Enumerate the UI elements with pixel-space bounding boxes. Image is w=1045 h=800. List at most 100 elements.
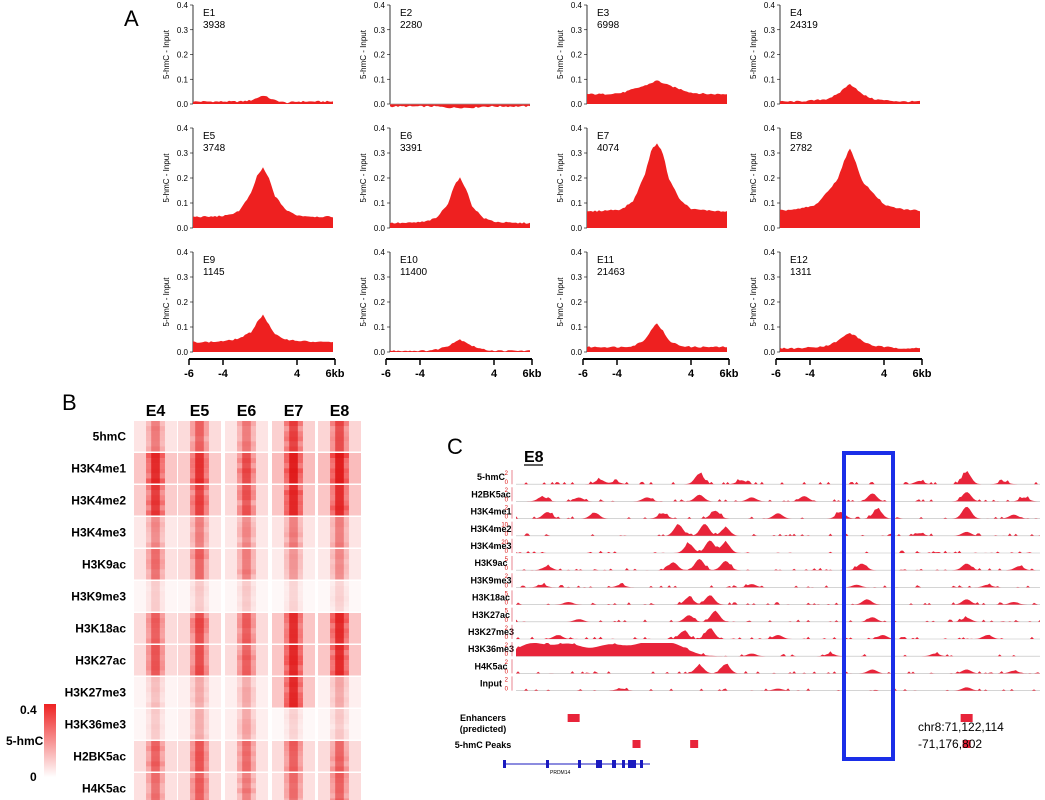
y-tick-label: 0.4	[764, 248, 776, 257]
gene-exon	[622, 760, 625, 768]
cell-stripe	[237, 677, 256, 683]
x-tick-label: -4	[805, 368, 816, 380]
y-tick-label: 0.4	[571, 248, 583, 257]
cell-stripe	[237, 591, 256, 597]
cell-stripe	[146, 798, 165, 800]
series-name: E5	[203, 131, 216, 142]
heatmap-cell	[318, 549, 361, 580]
heatmap-cell	[225, 421, 268, 452]
cell-center	[289, 421, 298, 452]
heatmap-cell	[178, 645, 221, 676]
cell-stripe	[237, 687, 256, 693]
heatmap-row-label: H3K36me3	[65, 717, 127, 731]
heatmap-cell	[134, 645, 177, 676]
heatmap-cell	[225, 485, 268, 516]
y-tick-label: 0.4	[177, 248, 189, 257]
heatmap-cell	[272, 613, 315, 644]
cell-stripe	[330, 702, 349, 708]
cell-stripe	[237, 645, 256, 651]
y-tick-label: 0.3	[764, 26, 776, 35]
y-tick-label: 0.1	[177, 199, 189, 208]
cell-background	[134, 421, 177, 452]
series-name: E9	[203, 255, 216, 266]
panel-label-a: A	[124, 6, 139, 31]
cell-background	[225, 549, 268, 580]
series-name: E11	[597, 255, 614, 266]
heatmap-cell	[272, 549, 315, 580]
cell-stripe	[146, 537, 165, 543]
enhancers-label-sub: (predicted)	[460, 724, 507, 734]
y-tick-label: 0.3	[374, 149, 386, 158]
y-tick-label: 0.4	[177, 124, 189, 133]
y-tick-label: 0.3	[374, 26, 386, 35]
cell-stripe	[330, 601, 349, 607]
y-tick-label: 0.0	[764, 224, 776, 233]
series-count: 2782	[790, 143, 813, 154]
cell-center	[195, 549, 204, 580]
track-scale-min: 0	[505, 618, 509, 624]
cell-stripe	[330, 682, 349, 688]
cell-stripe	[237, 569, 256, 575]
track-label: 5-hmC	[477, 472, 506, 482]
gene-exon	[628, 760, 636, 768]
cell-stripe	[190, 734, 209, 740]
cell-stripe	[146, 596, 165, 602]
cell-center	[195, 677, 204, 708]
cell-center	[289, 677, 298, 708]
cell-stripe	[284, 522, 303, 528]
cell-stripe	[190, 677, 209, 683]
y-tick-label: 0.4	[764, 1, 776, 10]
x-tick-label: 4	[688, 368, 695, 380]
series-area-e1	[193, 95, 333, 104]
cell-center	[195, 421, 204, 452]
cell-stripe	[190, 778, 209, 784]
cell-background	[134, 677, 177, 708]
heatmap-cell	[318, 677, 361, 708]
heatmap-row-label: H3K18ac	[75, 621, 126, 635]
cell-stripe	[146, 746, 165, 752]
track-scale-max: 5	[505, 591, 509, 597]
cell-center	[289, 453, 298, 484]
y-tick-label: 0.2	[571, 174, 583, 183]
y-tick-label: 0.0	[177, 100, 189, 109]
y-tick-label: 0.2	[374, 174, 386, 183]
track-scale-min: 0	[505, 669, 509, 675]
heatmap-column-label: E4	[146, 403, 166, 420]
track-signal	[516, 506, 1040, 519]
cell-stripe	[190, 682, 209, 688]
cell-background	[178, 517, 221, 548]
track-scale-min: 0	[505, 601, 509, 607]
heatmap-cell	[284, 709, 303, 740]
heatmap-column-label: E8	[330, 403, 350, 420]
y-axis-label: 5-hmC - Input	[749, 277, 758, 327]
cell-background	[272, 517, 315, 548]
heatmap-row-label: H3K27ac	[75, 653, 126, 667]
cell-stripe	[330, 788, 349, 794]
cell-stripe	[284, 746, 303, 752]
cell-background	[178, 581, 221, 612]
cell-stripe	[190, 709, 209, 715]
cell-center	[289, 549, 298, 580]
cell-stripe	[237, 537, 256, 543]
cell-stripe	[330, 517, 349, 523]
track-scale-max: 5	[505, 609, 509, 615]
cell-background	[178, 709, 221, 740]
series-count: 11400	[400, 267, 428, 278]
y-tick-label: 0.0	[374, 100, 386, 109]
heatmap-cell	[134, 677, 177, 708]
cell-stripe	[146, 702, 165, 708]
track-label: H3K4me2	[470, 524, 511, 534]
cell-stripe	[284, 527, 303, 533]
cell-stripe	[190, 788, 209, 794]
cell-stripe	[146, 714, 165, 720]
cell-center	[151, 517, 160, 548]
y-axis-label: 5-hmC - Input	[162, 277, 171, 327]
cell-background	[318, 517, 361, 548]
cell-stripe	[284, 537, 303, 543]
